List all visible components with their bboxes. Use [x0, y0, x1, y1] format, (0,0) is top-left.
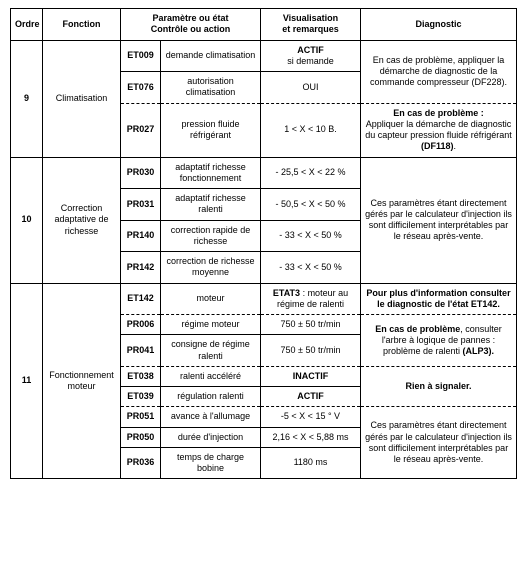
- visu-cell: ETAT3 : moteur au régime de ralenti: [261, 283, 361, 315]
- code-cell: PR051: [121, 407, 161, 427]
- col-parametre: Paramètre ou étatContrôle ou action: [121, 9, 261, 41]
- diagnostic-cell: En cas de problème :Appliquer la démarch…: [361, 103, 517, 157]
- code-cell: PR142: [121, 252, 161, 284]
- ordre-cell: 11: [11, 283, 43, 479]
- visu-cell: 1 < X < 10 B.: [261, 103, 361, 157]
- col-visualisation: Visualisationet remarques: [261, 9, 361, 41]
- param-cell: pression fluide réfrigérant: [161, 103, 261, 157]
- table-row: 10Correction adaptative de richessePR030…: [11, 157, 517, 189]
- diagnostic-cell: Pour plus d'information consulter le dia…: [361, 283, 517, 315]
- param-cell: régime moteur: [161, 315, 261, 335]
- visu-cell: OUI: [261, 72, 361, 104]
- code-cell: PR041: [121, 335, 161, 367]
- diagnostic-cell: Ces paramètres étant directement gérés p…: [361, 407, 517, 479]
- code-cell: ET076: [121, 72, 161, 104]
- visu-cell: 750 ± 50 tr/min: [261, 335, 361, 367]
- diagnostic-cell: Rien à signaler.: [361, 366, 517, 407]
- visu-cell: INACTIF: [261, 366, 361, 386]
- code-cell: PR140: [121, 220, 161, 252]
- col-fonction: Fonction: [43, 9, 121, 41]
- diagnostic-cell: En cas de problème, consulter l'arbre à …: [361, 315, 517, 367]
- param-cell: adaptatif richesse fonctionnement: [161, 157, 261, 189]
- fonction-cell: Climatisation: [43, 40, 121, 157]
- param-cell: régulation ralenti: [161, 387, 261, 407]
- code-cell: ET039: [121, 387, 161, 407]
- code-cell: PR027: [121, 103, 161, 157]
- visu-cell: ACTIF: [261, 387, 361, 407]
- table-header: Ordre Fonction Paramètre ou étatContrôle…: [11, 9, 517, 41]
- table-row: 11Fonctionnement moteurET142moteurETAT3 …: [11, 283, 517, 315]
- param-cell: correction rapide de richesse: [161, 220, 261, 252]
- diagnostic-table: Ordre Fonction Paramètre ou étatContrôle…: [10, 8, 517, 479]
- code-cell: PR036: [121, 447, 161, 479]
- ordre-cell: 10: [11, 157, 43, 283]
- visu-cell: - 25,5 < X < 22 %: [261, 157, 361, 189]
- visu-cell: 750 ± 50 tr/min: [261, 315, 361, 335]
- param-cell: avance à l'allumage: [161, 407, 261, 427]
- visu-cell: - 33 < X < 50 %: [261, 252, 361, 284]
- param-cell: correction de richesse moyenne: [161, 252, 261, 284]
- code-cell: PR031: [121, 189, 161, 221]
- fonction-cell: Fonctionnement moteur: [43, 283, 121, 479]
- param-cell: adaptatif richesse ralenti: [161, 189, 261, 221]
- visu-cell: - 50,5 < X < 50 %: [261, 189, 361, 221]
- col-ordre: Ordre: [11, 9, 43, 41]
- col-diagnostic: Diagnostic: [361, 9, 517, 41]
- param-cell: temps de charge bobine: [161, 447, 261, 479]
- visu-cell: 1180 ms: [261, 447, 361, 479]
- code-cell: ET038: [121, 366, 161, 386]
- code-cell: PR006: [121, 315, 161, 335]
- diagnostic-cell: Ces paramètres étant directement gérés p…: [361, 157, 517, 283]
- fonction-cell: Correction adaptative de richesse: [43, 157, 121, 283]
- visu-cell: - 33 < X < 50 %: [261, 220, 361, 252]
- param-cell: autorisation climatisation: [161, 72, 261, 104]
- param-cell: durée d'injection: [161, 427, 261, 447]
- param-cell: ralenti accéléré: [161, 366, 261, 386]
- param-cell: moteur: [161, 283, 261, 315]
- param-cell: consigne de régime ralenti: [161, 335, 261, 367]
- visu-cell: -5 < X < 15 ° V: [261, 407, 361, 427]
- code-cell: ET142: [121, 283, 161, 315]
- ordre-cell: 9: [11, 40, 43, 157]
- table-body: 9ClimatisationET009demande climatisation…: [11, 40, 517, 479]
- code-cell: PR030: [121, 157, 161, 189]
- table-row: 9ClimatisationET009demande climatisation…: [11, 40, 517, 72]
- param-cell: demande climatisation: [161, 40, 261, 72]
- code-cell: PR050: [121, 427, 161, 447]
- visu-cell: ACTIFsi demande: [261, 40, 361, 72]
- visu-cell: 2,16 < X < 5,88 ms: [261, 427, 361, 447]
- diagnostic-cell: En cas de problème, appliquer la démarch…: [361, 40, 517, 103]
- code-cell: ET009: [121, 40, 161, 72]
